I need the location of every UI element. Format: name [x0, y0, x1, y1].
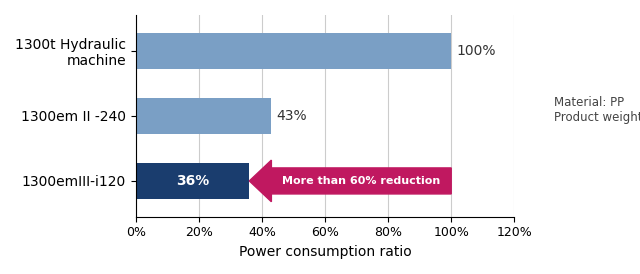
- Text: More than 60% reduction: More than 60% reduction: [282, 176, 440, 186]
- Text: 36%: 36%: [176, 174, 209, 188]
- X-axis label: Power consumption ratio: Power consumption ratio: [239, 245, 412, 259]
- Text: 100%: 100%: [456, 44, 495, 58]
- Bar: [136, 163, 250, 199]
- Bar: [136, 98, 271, 134]
- Text: Material: PP
Product weight:1700kg: Material: PP Product weight:1700kg: [554, 96, 640, 124]
- Bar: [136, 33, 451, 69]
- Polygon shape: [250, 160, 451, 202]
- Text: 43%: 43%: [276, 109, 307, 123]
